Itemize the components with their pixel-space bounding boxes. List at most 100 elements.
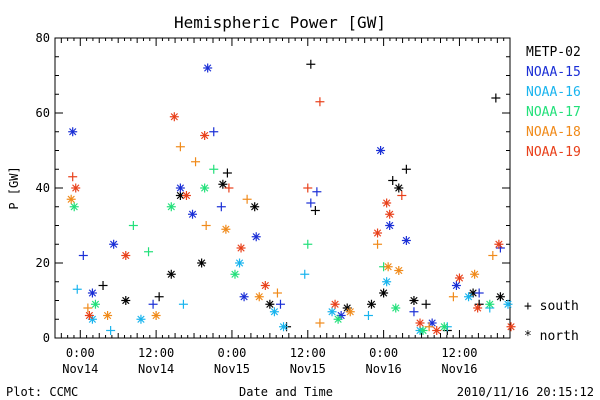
north-point-noaa-16 (503, 299, 513, 309)
south-point-metp-02 (310, 206, 320, 215)
north-point-noaa-15 (451, 281, 461, 290)
north-point-noaa-18 (254, 292, 264, 302)
north-point-noaa-17 (90, 299, 100, 309)
north-point-noaa-18 (103, 311, 113, 320)
south-point-metp-02 (491, 93, 501, 103)
x-tick-label-time: 0:00 (66, 346, 95, 360)
north-point-noaa-19 (473, 303, 483, 313)
north-point-metp-02 (366, 299, 376, 309)
north-point-noaa-17 (200, 183, 210, 193)
north-point-noaa-19 (200, 131, 210, 140)
south-point-noaa-16 (300, 269, 310, 279)
south-point-noaa-17 (303, 239, 313, 249)
north-point-noaa-19 (169, 112, 179, 122)
south-point-noaa-17 (209, 164, 219, 174)
north-point-noaa-19 (71, 183, 81, 193)
x-tick-label-date: Nov16 (366, 362, 402, 376)
south-point-noaa-18 (448, 292, 458, 302)
north-point-noaa-15 (188, 209, 198, 219)
legend-item-noaa-19: NOAA-19 (526, 145, 581, 160)
plot-timestamp: 2010/11/16 20:15:12 (457, 385, 594, 399)
south-point-noaa-16 (363, 311, 373, 320)
x-tick-label-date: Nov15 (214, 362, 250, 376)
north-point-noaa-19 (454, 273, 464, 283)
north-point-metp-02 (250, 202, 260, 212)
marker-legend-label: south (540, 299, 579, 314)
legend-item-noaa-18: NOAA-18 (526, 125, 581, 140)
north-point-noaa-17 (418, 326, 428, 335)
south-point-noaa-15 (474, 288, 484, 298)
north-point-noaa-15 (68, 127, 78, 137)
north-point-noaa-18 (345, 307, 355, 317)
north-point-metp-02 (409, 296, 419, 305)
x-tick-label-date: Nov14 (62, 362, 98, 376)
south-point-noaa-18 (201, 221, 211, 230)
north-point-noaa-19 (236, 243, 246, 253)
north-point-noaa-16 (279, 322, 289, 332)
south-point-noaa-15 (78, 251, 88, 260)
legend-item-noaa-15: NOAA-15 (526, 65, 581, 80)
south-point-metp-02 (388, 176, 398, 185)
south-point-noaa-15 (275, 299, 285, 309)
marker-legend-spacer (532, 329, 540, 344)
south-point-noaa-15 (306, 198, 316, 208)
legend-item-noaa-17: NOAA-17 (526, 105, 581, 120)
north-point-noaa-17 (439, 322, 449, 332)
y-axis-label: P [GW] (7, 166, 21, 209)
south-point-metp-02 (421, 299, 431, 309)
legend-item-metp-02: METP-02 (526, 45, 581, 60)
north-point-metp-02 (218, 179, 228, 189)
north-point-noaa-17 (333, 314, 343, 324)
north-point-metp-02 (166, 269, 176, 279)
north-point-noaa-19 (260, 281, 270, 290)
y-tick-label: 60 (36, 106, 50, 120)
marker-legend-symbol: * (524, 329, 532, 344)
north-point-noaa-19 (382, 198, 392, 208)
south-point-noaa-15 (209, 127, 219, 137)
north-point-noaa-15 (109, 239, 119, 249)
south-point-noaa-16 (106, 326, 116, 335)
north-point-noaa-18 (394, 266, 404, 275)
x-tick-label-time: 12:00 (441, 346, 477, 360)
north-point-noaa-19 (373, 228, 383, 238)
south-point-metp-02 (98, 281, 108, 290)
south-point-noaa-18 (373, 239, 383, 249)
north-point-noaa-15 (175, 183, 185, 193)
north-point-noaa-18 (151, 311, 161, 320)
x-tick-label-time: 12:00 (290, 346, 326, 360)
north-point-noaa-19 (330, 299, 340, 309)
north-point-noaa-17 (69, 202, 79, 212)
x-tick-label-date: Nov16 (441, 362, 477, 376)
south-point-metp-02 (154, 292, 164, 302)
north-point-noaa-15 (401, 236, 411, 245)
chart-title: Hemispheric Power [GW] (174, 13, 386, 32)
south-point-noaa-16 (178, 299, 188, 309)
north-point-noaa-19 (385, 209, 395, 219)
north-point-noaa-18 (221, 224, 231, 234)
x-tick-label-time: 12:00 (138, 346, 174, 360)
south-point-noaa-17 (128, 221, 138, 230)
x-axis-label: Date and Time (239, 385, 333, 399)
marker-legend-south: + south (524, 299, 579, 314)
south-point-noaa-19 (303, 183, 313, 193)
y-tick-label: 20 (36, 256, 50, 270)
marker-legend-label: north (540, 329, 579, 344)
south-point-noaa-15 (216, 202, 226, 212)
x-axis-ticks: 0:00 Nov14 12:00 Nov14 0:00 Nov15 12:00 Nov15 0:… (54, 38, 505, 376)
x-tick-label-date: Nov14 (138, 362, 174, 376)
x-tick-label-date: Nov15 (290, 362, 326, 376)
legend-item-noaa-16: NOAA-16 (526, 85, 581, 100)
north-point-noaa-15 (385, 221, 395, 230)
y-tick-label: 0 (43, 331, 50, 345)
north-point-noaa-17 (391, 303, 401, 313)
south-point-noaa-18 (83, 303, 93, 313)
north-point-metp-02 (265, 299, 275, 309)
north-point-metp-02 (121, 296, 131, 305)
x-tick-label-time: 0:00 (217, 346, 246, 360)
north-point-noaa-15 (203, 63, 213, 73)
south-point-metp-02 (306, 59, 316, 69)
north-point-noaa-17 (485, 299, 495, 309)
north-point-noaa-19 (506, 322, 516, 332)
south-point-noaa-18 (272, 288, 282, 298)
